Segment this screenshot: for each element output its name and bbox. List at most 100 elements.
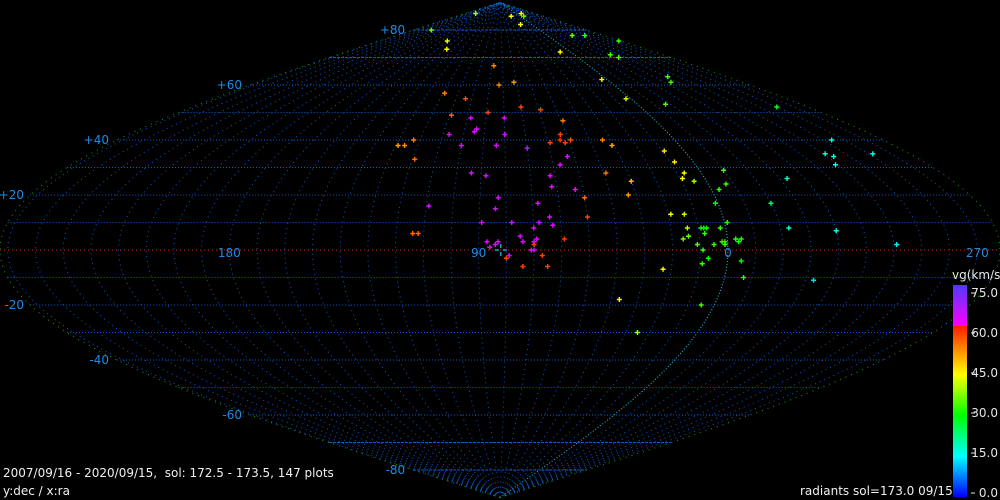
radiant-marker <box>444 46 450 52</box>
radiant-point <box>660 266 666 272</box>
radiant-marker <box>520 239 526 245</box>
radiant-marker <box>473 11 479 16</box>
radiant-points <box>395 11 900 335</box>
radiant-marker <box>531 247 537 253</box>
radiant-point <box>722 242 728 247</box>
radiant-marker <box>562 140 568 146</box>
radiant-marker <box>870 151 876 157</box>
radiant-marker <box>484 239 490 245</box>
dec-tick-label: -60 <box>222 408 242 422</box>
radiant-point <box>502 132 508 137</box>
radiant-point <box>491 63 497 69</box>
radiant-marker <box>634 330 640 335</box>
radiant-marker <box>557 49 563 55</box>
colorbar-title: vg(km/s) <box>952 268 1000 282</box>
radiant-marker <box>599 137 605 143</box>
radiant-marker <box>833 228 839 234</box>
radiant-marker <box>538 107 544 113</box>
radiant-point <box>736 239 742 245</box>
radiant-point <box>684 225 690 231</box>
radiant-point <box>741 275 747 280</box>
radiant-marker <box>702 231 708 236</box>
radiant-marker <box>698 302 704 308</box>
radiant-marker <box>625 192 631 198</box>
radiant-point <box>550 222 556 228</box>
radiant-marker <box>663 101 669 107</box>
radiant-point <box>518 22 524 27</box>
radiant-point <box>557 162 563 168</box>
radiant-marker <box>491 63 497 69</box>
radiant-marker <box>668 79 674 85</box>
axis-labels: 180 90 0 270 +80 +60 +40 +20 -20 -40 -60 -80 <box>0 23 989 477</box>
radiant-marker <box>518 22 524 27</box>
radiant-point <box>833 228 839 234</box>
colorbar: vg(km/s) 75.0 60.0 45.0 30.0 15.0 0.0 <box>952 268 1000 500</box>
radiant-point <box>894 242 900 247</box>
radiant-point <box>549 184 555 190</box>
radiant-point <box>562 140 568 146</box>
radiant-point <box>483 173 489 179</box>
summary-text: 2007/09/16 - 2020/09/15, sol: 172.5 - 17… <box>3 466 334 480</box>
radiant-point <box>721 167 727 173</box>
radiant-point <box>723 181 729 187</box>
radiant-point <box>628 178 634 184</box>
radiant-point <box>786 225 792 231</box>
radiant-marker <box>518 11 524 16</box>
radiant-marker <box>564 154 570 159</box>
radiant-point <box>479 220 485 225</box>
radiant-point <box>599 137 605 143</box>
radiant-point <box>585 214 591 220</box>
radiant-marker <box>509 220 515 225</box>
dec-tick-label: -80 <box>386 463 406 477</box>
radiant-marker <box>412 156 418 162</box>
radiant-point <box>712 200 718 206</box>
radiant-marker <box>531 242 537 247</box>
radiant-point <box>511 79 517 85</box>
radiant-point <box>411 137 417 143</box>
radiant-marker <box>609 143 615 148</box>
ra-tick-label: 0 <box>724 246 732 260</box>
radiant-point <box>501 115 507 121</box>
radiant-point <box>784 176 790 181</box>
colorbar-gradient <box>953 285 967 497</box>
meridian-line <box>499 2 895 498</box>
radiant-point <box>691 178 697 184</box>
radiant-point <box>495 195 501 201</box>
radiant-marker <box>492 242 498 247</box>
radiant-point <box>661 148 667 154</box>
radiant-marker <box>463 96 469 102</box>
radiant-marker <box>506 253 512 258</box>
radiant-point <box>768 200 774 206</box>
radiant-marker <box>492 206 498 212</box>
radiant-marker <box>550 222 556 228</box>
radiant-point <box>492 206 498 212</box>
radiant-point <box>616 55 622 60</box>
radiant-point <box>724 220 730 225</box>
meridian-line <box>499 2 784 498</box>
radiant-point <box>520 239 526 245</box>
radiant-marker <box>699 261 705 267</box>
radiant-point <box>492 242 498 247</box>
radiant-point <box>557 137 563 143</box>
radiant-marker <box>722 242 728 247</box>
radiant-point <box>473 11 479 16</box>
radiant-marker <box>444 38 450 44</box>
radiant-point <box>672 159 678 165</box>
dec-tick-label: +80 <box>380 23 405 37</box>
radiant-marker <box>496 82 502 88</box>
radiant-point <box>428 27 434 33</box>
meridian-line <box>256 2 501 498</box>
radiant-point <box>471 129 477 135</box>
radiant-point <box>531 247 537 253</box>
radiant-point <box>410 231 416 236</box>
ra-tick-label: 180 <box>218 246 241 260</box>
radiant-marker <box>547 140 553 146</box>
radiant-point <box>402 143 408 148</box>
radiant-point <box>458 143 464 148</box>
meridian-line <box>118 2 501 498</box>
radiant-point <box>545 264 551 269</box>
radiant-point <box>582 33 588 38</box>
radiant-point <box>538 107 544 113</box>
radiant-marker <box>784 176 790 181</box>
radiant-point <box>493 143 499 148</box>
